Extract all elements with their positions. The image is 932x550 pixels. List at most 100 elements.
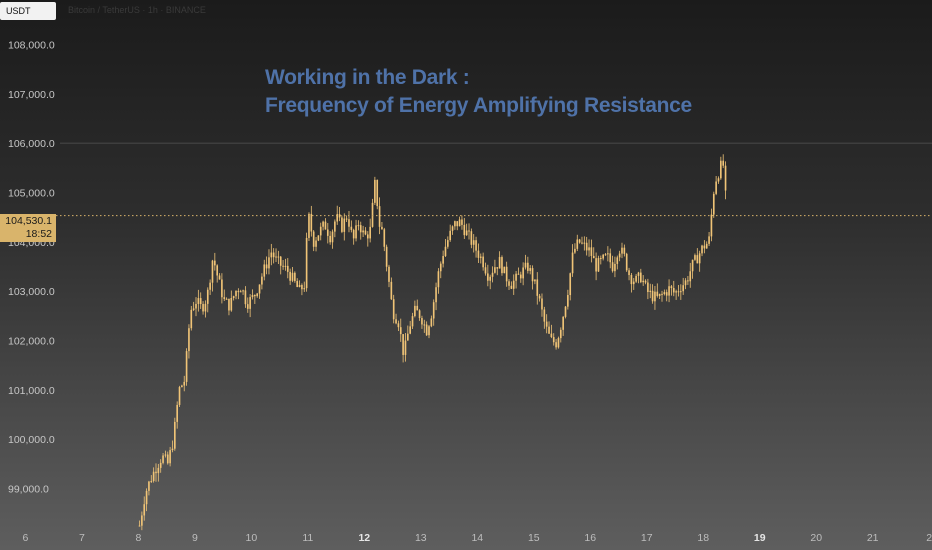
candle-body (665, 292, 668, 296)
candle-body (244, 290, 247, 305)
x-tick-label: 7 (79, 532, 85, 544)
candle-body (399, 327, 402, 335)
candle-body (239, 291, 242, 293)
candle-body (406, 333, 409, 341)
candle-body (418, 310, 421, 319)
candle-body (543, 309, 546, 322)
candle-body (204, 303, 207, 312)
candle-body (475, 240, 477, 251)
candle-body (649, 290, 652, 293)
candle-body (616, 257, 619, 264)
candle-body (698, 253, 701, 264)
candle-body (416, 305, 419, 311)
candle-body (355, 225, 357, 239)
candle-body (315, 240, 317, 247)
candle-body (206, 289, 209, 304)
candle-body (138, 525, 141, 527)
x-tick-label: 12 (358, 532, 370, 544)
candle-body (190, 309, 193, 329)
candle-body (708, 236, 710, 244)
y-tick-label: 102,000.0 (8, 335, 55, 347)
candle-body (371, 202, 374, 227)
candle-body (345, 218, 348, 220)
candle-body (301, 284, 303, 290)
candle-body (508, 281, 510, 286)
y-tick-label: 100,000.0 (8, 434, 55, 446)
candle-body (326, 229, 329, 236)
candle-body (687, 280, 689, 282)
candle-body (329, 235, 331, 243)
candle-body (724, 165, 727, 191)
current-price-value: 104,530.1 (5, 215, 52, 227)
candle-body (421, 318, 423, 325)
candle-body (672, 288, 675, 293)
x-tick-label: 6 (22, 532, 28, 544)
candle-body (661, 293, 663, 295)
candle-body (237, 290, 240, 293)
candle-body (216, 265, 219, 276)
candle-body (437, 271, 440, 288)
candle-body (630, 275, 633, 285)
candle-body (498, 257, 501, 269)
candle-body (279, 256, 282, 266)
candle-body (341, 217, 343, 232)
candle-body (275, 256, 277, 258)
candle-body (574, 248, 576, 253)
candle-body (694, 255, 696, 260)
candle-body (512, 280, 515, 289)
candle-body (376, 179, 379, 207)
y-tick-label: 105,000.0 (8, 187, 55, 199)
candle-body (501, 257, 503, 274)
candle-body (705, 243, 708, 249)
candle-body (677, 291, 680, 293)
candle-body (597, 258, 600, 272)
candle-body (254, 294, 256, 297)
candle-body (590, 247, 593, 256)
candle-body (258, 284, 261, 294)
candle-body (479, 256, 482, 258)
x-tick-label: 9 (192, 532, 198, 544)
candle-body (621, 247, 623, 254)
candle-body (195, 303, 197, 309)
candle-body (538, 295, 541, 299)
candle-body (484, 267, 487, 274)
candle-body (595, 258, 597, 272)
candle-body (534, 279, 536, 282)
candle-body (428, 326, 430, 336)
candle-body (225, 298, 228, 300)
candle-body (720, 160, 722, 179)
candle-body (209, 282, 211, 290)
candle-body (712, 193, 715, 215)
candle-body (173, 421, 176, 449)
candle-body (581, 242, 583, 244)
candle-body (230, 297, 233, 311)
x-tick-label: 13 (415, 532, 427, 544)
candle-body (519, 274, 522, 279)
candle-body (197, 298, 200, 304)
candle-body (529, 268, 532, 271)
current-price-label: 104,530.1 18:52 (0, 214, 56, 242)
candle-body (385, 246, 388, 267)
candle-body (696, 255, 699, 264)
candle-body (296, 280, 299, 288)
y-tick-label: 103,000.0 (8, 286, 55, 298)
candle-body (680, 291, 682, 293)
candle-body (430, 318, 433, 327)
candle-body (614, 263, 616, 272)
candle-body (350, 226, 353, 230)
x-tick-label: 15 (528, 532, 540, 544)
candle-body (228, 298, 230, 311)
candle-body (637, 272, 640, 276)
candle-body (703, 245, 706, 249)
candle-body (338, 214, 341, 218)
symbol-label: USDT (6, 6, 31, 16)
candle-body (157, 467, 160, 474)
candle-body (456, 221, 459, 227)
candle-body (312, 231, 315, 247)
candle-body (183, 381, 186, 386)
candle-body (364, 230, 367, 235)
candle-body (545, 321, 548, 327)
symbol-badge[interactable]: USDT (0, 2, 56, 20)
candle-body (265, 264, 268, 269)
